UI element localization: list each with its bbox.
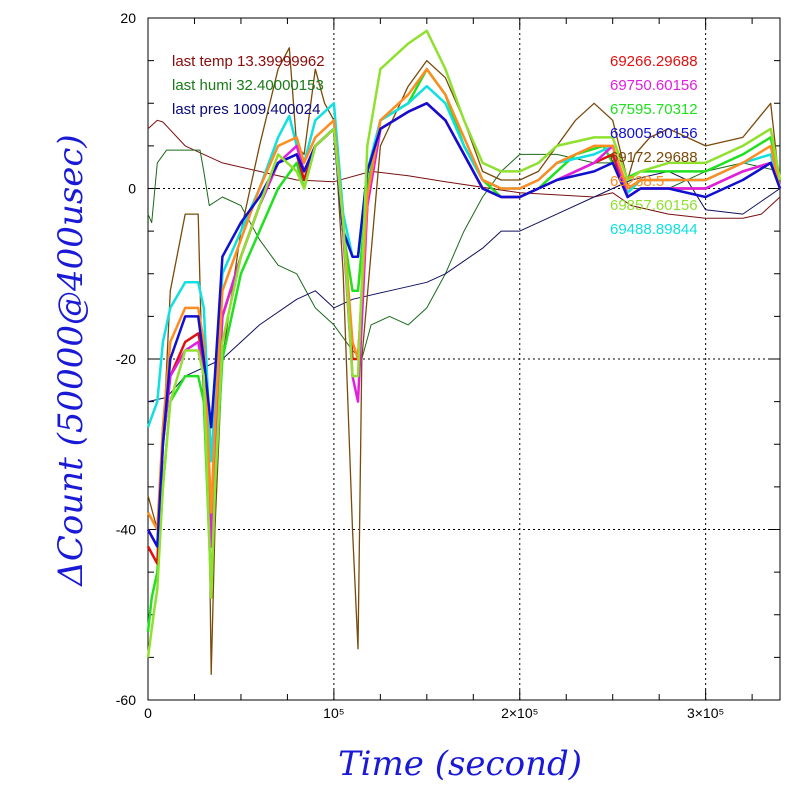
series-line-4 xyxy=(146,67,782,632)
legend-right-entry: 69288.5 xyxy=(610,173,664,190)
x-tick-labels: 0 10⁵ 2×10⁵ 3×10⁵ xyxy=(144,705,724,721)
legend-left-entry: last temp 13.39999962 xyxy=(172,53,325,70)
legend-left: last temp 13.39999962 last humi 32.400001… xyxy=(172,53,325,118)
x-tick-label: 0 xyxy=(144,705,152,721)
x-tick-label: 2×10⁵ xyxy=(501,705,538,721)
series-line-2 xyxy=(147,170,781,403)
series-line-9 xyxy=(146,102,782,548)
legend-left-entry: last humi 32.40000153 xyxy=(172,77,324,94)
x-tick-label: 3×10⁵ xyxy=(687,705,724,721)
legend-right-entry: 69172.29688 xyxy=(610,149,698,166)
legend-left-entry: last pres 1009.400024 xyxy=(172,101,320,118)
legend-right-entry: 67595.70312 xyxy=(610,101,698,118)
legend-right-entry: 69488.89844 xyxy=(610,221,698,238)
series-line-1 xyxy=(147,149,781,360)
y-tick-label: -20 xyxy=(116,351,136,367)
series-group xyxy=(146,29,782,676)
y-tick-label: 0 xyxy=(128,181,136,197)
legend-right-entry: 69750.60156 xyxy=(610,77,698,94)
legend-right-entry: 68005.60156 xyxy=(610,125,698,142)
grid xyxy=(148,18,780,700)
y-tick-label: -60 xyxy=(116,692,136,708)
x-tick-label: 10⁵ xyxy=(323,705,344,721)
series-line-0 xyxy=(147,119,781,219)
x-axis-title: Time (second) xyxy=(338,744,582,784)
y-tick-labels: -60 -40 -20 0 20 xyxy=(116,10,136,708)
series-line-10 xyxy=(146,29,782,658)
legend-right: 69266.29688 69750.60156 67595.70312 68005.6… xyxy=(610,53,698,238)
y-tick-label: -40 xyxy=(116,522,136,538)
y-tick-label: 20 xyxy=(120,10,136,26)
y-axis-title: ΔCount (50000@400usec) xyxy=(51,134,91,587)
legend-right-entry: 69266.29688 xyxy=(610,53,698,70)
legend-right-entry: 69857.60156 xyxy=(610,197,698,214)
